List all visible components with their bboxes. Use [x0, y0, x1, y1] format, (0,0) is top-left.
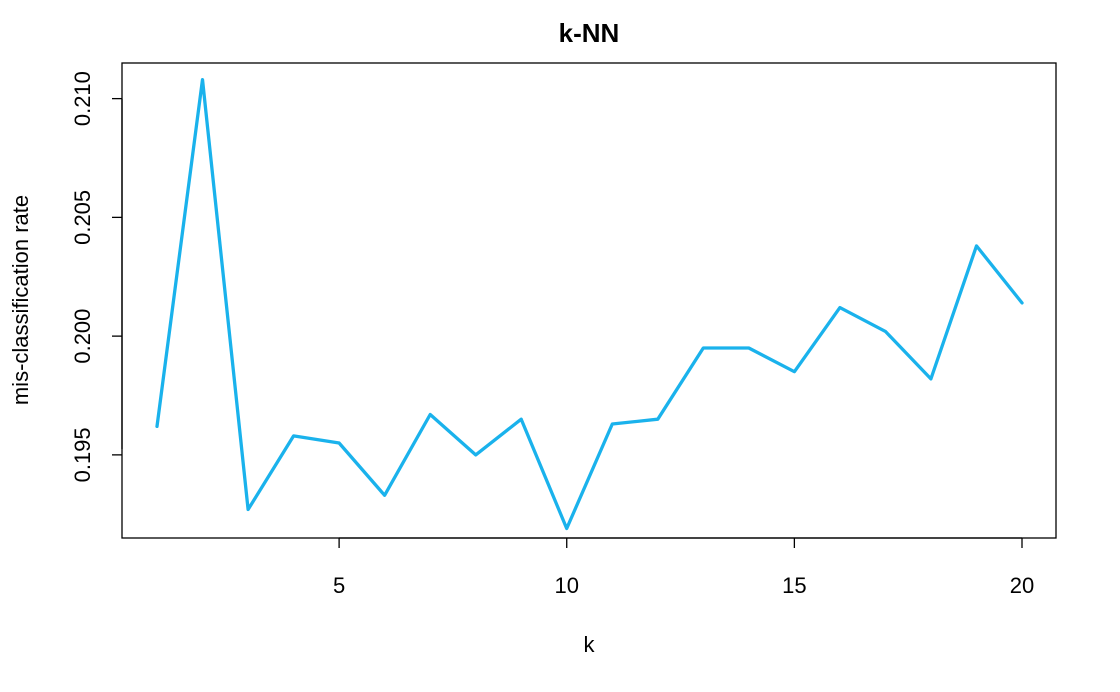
chart-title: k-NN	[559, 18, 620, 48]
x-tick-label: 15	[782, 573, 806, 598]
y-ticks: 0.195 0.200 0.205 0.210	[70, 71, 122, 482]
plot-border	[121, 62, 1057, 539]
y-tick-label: 0.210	[70, 71, 95, 126]
x-tick-label: 5	[333, 573, 345, 598]
y-tick-label: 0.195	[70, 427, 95, 482]
series-layer	[155, 77, 1024, 531]
y-axis-label: mis-classification rate	[8, 195, 33, 405]
series-line	[155, 77, 1024, 531]
x-tick-label: 20	[1010, 573, 1034, 598]
y-tick-label: 0.205	[70, 190, 95, 245]
x-tick-label: 10	[554, 573, 578, 598]
y-tick-label: 0.200	[70, 309, 95, 364]
x-axis-label: k	[584, 632, 596, 657]
x-ticks: 5 10 15 20	[333, 538, 1034, 598]
